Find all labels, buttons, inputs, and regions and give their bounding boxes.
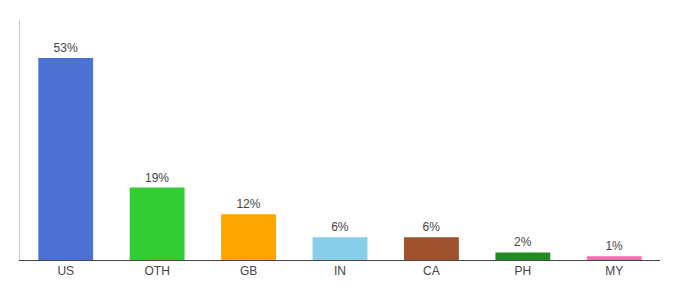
svg-text:OTH: OTH	[144, 264, 169, 278]
svg-text:US: US	[57, 264, 74, 278]
svg-text:IN: IN	[334, 264, 346, 278]
svg-text:19%: 19%	[145, 171, 169, 185]
svg-text:2%: 2%	[514, 235, 532, 249]
svg-text:MY: MY	[605, 264, 623, 278]
svg-text:53%: 53%	[54, 41, 78, 55]
svg-text:6%: 6%	[331, 220, 349, 234]
svg-text:12%: 12%	[236, 197, 260, 211]
svg-text:1%: 1%	[605, 239, 623, 253]
svg-text:CA: CA	[423, 264, 440, 278]
svg-text:PH: PH	[515, 264, 532, 278]
svg-text:6%: 6%	[423, 220, 441, 234]
svg-text:GB: GB	[240, 264, 257, 278]
